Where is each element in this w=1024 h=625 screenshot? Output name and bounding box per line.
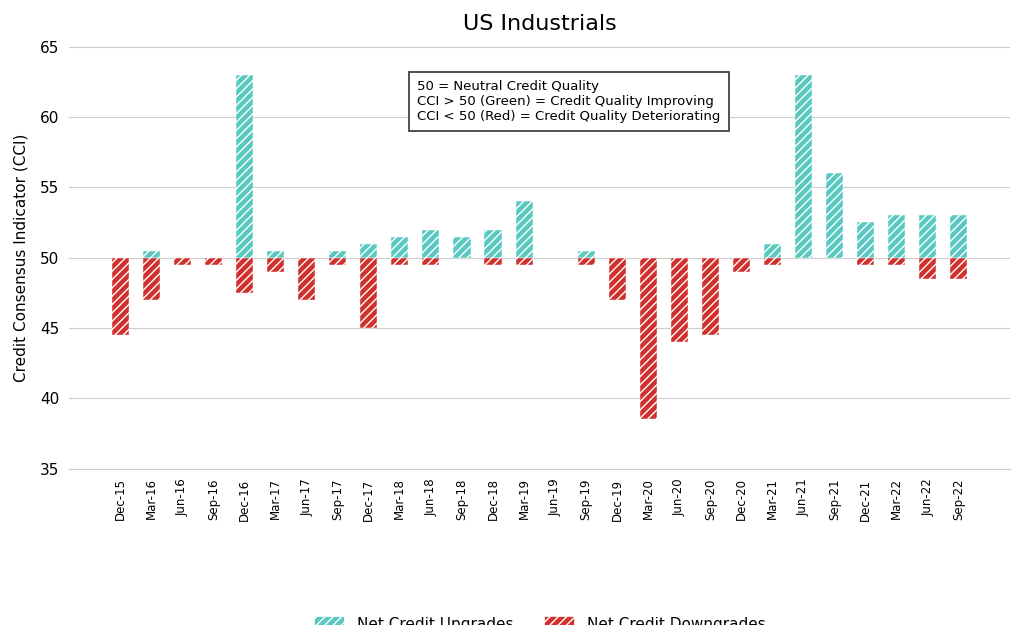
Title: US Industrials: US Industrials	[463, 14, 616, 34]
Bar	[733, 258, 750, 272]
Bar	[857, 222, 874, 258]
Bar	[267, 251, 285, 258]
Bar	[920, 258, 936, 279]
Bar	[143, 251, 160, 258]
Bar	[298, 258, 315, 300]
Legend: Net Credit Upgrades, Net Credit Downgrades: Net Credit Upgrades, Net Credit Downgrad…	[308, 610, 771, 625]
Bar	[454, 236, 470, 258]
Bar	[237, 258, 253, 293]
Text: 50 = Neutral Credit Quality
CCI > 50 (Green) = Credit Quality Improving
CCI < 50: 50 = Neutral Credit Quality CCI > 50 (Gr…	[417, 81, 721, 123]
Bar	[391, 258, 409, 265]
Y-axis label: Credit Consensus Indicator (CCI): Credit Consensus Indicator (CCI)	[14, 134, 29, 382]
Bar	[237, 75, 253, 258]
Bar	[671, 258, 688, 342]
Bar	[826, 173, 843, 258]
Bar	[360, 244, 378, 258]
Bar	[920, 216, 936, 258]
Bar	[578, 258, 595, 265]
Bar	[484, 229, 502, 258]
Bar	[422, 229, 439, 258]
Bar	[205, 258, 222, 265]
Bar	[608, 258, 626, 300]
Bar	[112, 258, 129, 335]
Bar	[950, 258, 968, 279]
Bar	[484, 258, 502, 265]
Bar	[422, 258, 439, 265]
Bar	[515, 258, 532, 265]
Bar	[267, 258, 285, 272]
Bar	[640, 258, 656, 419]
Bar	[888, 258, 905, 265]
Bar	[330, 251, 346, 258]
Bar	[764, 258, 781, 265]
Bar	[795, 75, 812, 258]
Bar	[174, 258, 191, 265]
Bar	[360, 258, 378, 328]
Bar	[143, 258, 160, 300]
Bar	[950, 216, 968, 258]
Bar	[330, 258, 346, 265]
Bar	[578, 251, 595, 258]
Bar	[701, 258, 719, 335]
Bar	[391, 236, 409, 258]
Bar	[764, 244, 781, 258]
Bar	[888, 216, 905, 258]
Bar	[515, 201, 532, 258]
Bar	[857, 258, 874, 265]
